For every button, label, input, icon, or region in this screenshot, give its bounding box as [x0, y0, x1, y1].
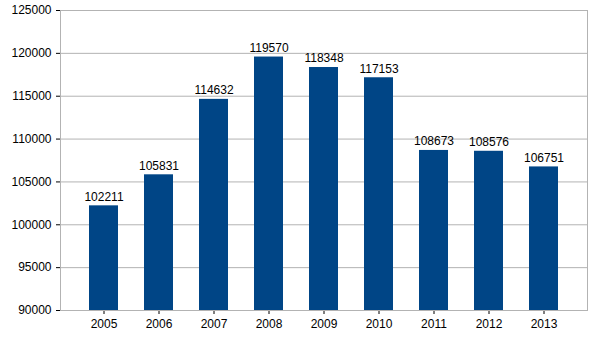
svg-text:114632: 114632: [194, 83, 233, 97]
svg-text:2008: 2008: [256, 317, 283, 331]
svg-text:100000: 100000: [11, 218, 51, 232]
svg-text:108673: 108673: [414, 134, 454, 148]
svg-text:125000: 125000: [11, 3, 51, 17]
svg-text:2007: 2007: [201, 317, 228, 331]
svg-text:110000: 110000: [12, 132, 51, 146]
svg-text:120000: 120000: [11, 46, 51, 60]
svg-text:2012: 2012: [476, 317, 503, 331]
svg-text:115000: 115000: [12, 89, 51, 103]
svg-text:2005: 2005: [91, 317, 118, 331]
svg-text:119570: 119570: [249, 41, 288, 55]
svg-text:90000: 90000: [18, 303, 52, 317]
svg-text:102211: 102211: [84, 190, 123, 204]
svg-text:106751: 106751: [524, 151, 564, 165]
svg-text:2009: 2009: [311, 317, 338, 331]
svg-text:2013: 2013: [531, 317, 558, 331]
svg-text:95000: 95000: [18, 260, 52, 274]
svg-text:117153: 117153: [359, 62, 398, 76]
svg-text:108576: 108576: [469, 135, 509, 149]
svg-text:2006: 2006: [146, 317, 173, 331]
svg-text:105000: 105000: [11, 175, 51, 189]
svg-text:2011: 2011: [421, 317, 447, 331]
svg-text:105831: 105831: [139, 159, 179, 173]
svg-text:118348: 118348: [304, 51, 343, 65]
svg-text:2010: 2010: [366, 317, 393, 331]
